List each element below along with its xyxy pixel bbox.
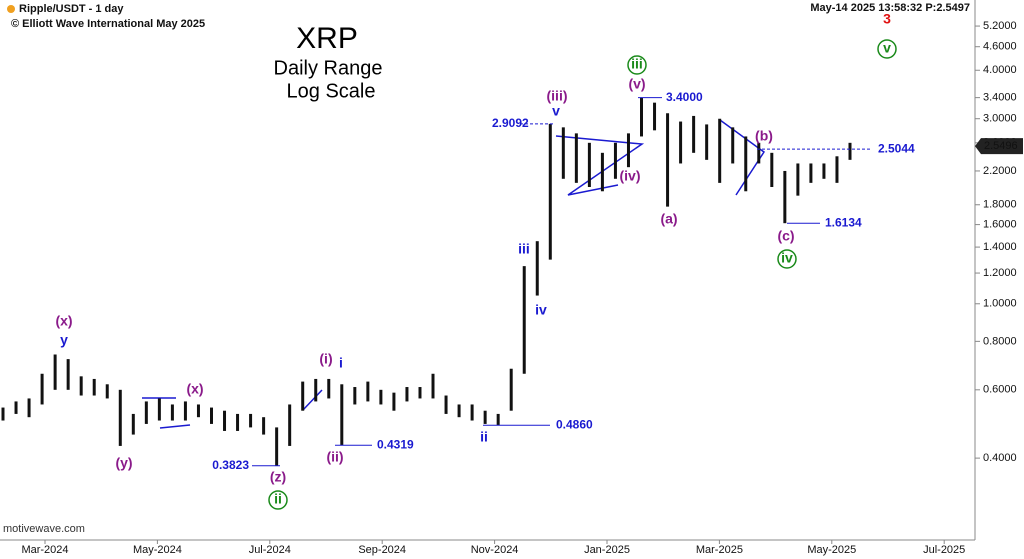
wave-label: (c) — [777, 228, 794, 244]
status: May-14 2025 13:58:32 P:2.5497 — [810, 2, 970, 14]
wave-label: iii — [631, 56, 643, 72]
symbol-dot — [7, 5, 15, 13]
y-tick-label: 0.6000 — [983, 384, 1017, 396]
wave-label: (v) — [628, 76, 645, 92]
copyright: © Elliott Wave International May 2025 — [11, 18, 205, 30]
chart-title: XRP — [296, 22, 358, 55]
y-tick-label: 1.2000 — [983, 267, 1017, 279]
wave-label: iv — [781, 250, 793, 266]
wave-label: iii — [518, 241, 530, 257]
subtitle: Daily Range — [274, 57, 383, 79]
wave-label: (a) — [660, 211, 677, 227]
x-tick-label: Jan-2025 — [584, 544, 630, 556]
wave-circle — [877, 39, 897, 59]
trend-line — [159, 424, 191, 429]
wave-label: (y) — [115, 455, 132, 471]
x-tick-label: Mar-2024 — [21, 544, 68, 556]
y-tick-label: 3.0000 — [983, 113, 1017, 125]
level-label: 3.4000 — [666, 90, 703, 104]
wave-label: (i) — [319, 351, 332, 367]
level-label: 0.3823 — [212, 458, 249, 472]
wave-label: (iv) — [620, 168, 641, 184]
y-tick-label: 1.0000 — [983, 298, 1017, 310]
wave-label: (z) — [270, 469, 286, 485]
level-label: 0.4319 — [377, 437, 414, 451]
trend-line — [302, 389, 323, 411]
last-price-label: 2.5496 — [984, 140, 1018, 152]
wave-label: i — [339, 355, 343, 371]
level-label: 1.6134 — [825, 215, 862, 229]
wave-circle — [777, 249, 797, 269]
level-label: 0.4860 — [556, 417, 593, 431]
wave-label: v — [552, 103, 560, 119]
x-tick-label: Jul-2024 — [249, 544, 291, 556]
x-tick-label: Mar-2025 — [696, 544, 743, 556]
y-tick-label: 4.6000 — [983, 41, 1017, 53]
wave-label: ii — [480, 429, 488, 445]
wave-label: iv — [535, 302, 547, 318]
wave-label: (b) — [755, 128, 773, 144]
subtitle: Log Scale — [287, 80, 376, 102]
wave-label: ii — [274, 491, 282, 507]
wave-label: (iii) — [547, 88, 568, 104]
x-tick-label: Nov-2024 — [471, 544, 519, 556]
level-label: 2.5044 — [878, 141, 915, 155]
wave-label: (x) — [55, 313, 72, 329]
wave-label: v — [883, 40, 891, 56]
wave-circle — [627, 55, 647, 75]
y-tick-label: 0.8000 — [983, 335, 1017, 347]
header: Ripple/USDT - 1 day — [19, 3, 124, 15]
y-tick-label: 3.4000 — [983, 92, 1017, 104]
x-tick-label: Sep-2024 — [358, 544, 406, 556]
y-tick-label: 4.0000 — [983, 64, 1017, 76]
watermark: motivewave.com — [3, 523, 85, 535]
last-price-marker — [975, 138, 1023, 155]
y-tick-label: 1.6000 — [983, 219, 1017, 231]
x-tick-label: Jul-2025 — [923, 544, 965, 556]
x-tick-label: May-2024 — [133, 544, 182, 556]
wave-label: y — [60, 332, 68, 348]
wave-label: (ii) — [326, 449, 343, 465]
y-tick-label: 5.2000 — [983, 20, 1017, 32]
wave-circle — [268, 490, 288, 510]
wave-label: (x) — [186, 381, 203, 397]
triangle — [555, 135, 645, 196]
x-tick-label: May-2025 — [807, 544, 856, 556]
y-tick-label: 0.4000 — [983, 452, 1017, 464]
y-tick-label: 2.2000 — [983, 165, 1017, 177]
level-label: 2.9092 — [492, 116, 529, 130]
wave-label: 3 — [883, 11, 891, 27]
y-tick-label: 1.4000 — [983, 241, 1017, 253]
y-tick-label: 1.8000 — [983, 199, 1017, 211]
